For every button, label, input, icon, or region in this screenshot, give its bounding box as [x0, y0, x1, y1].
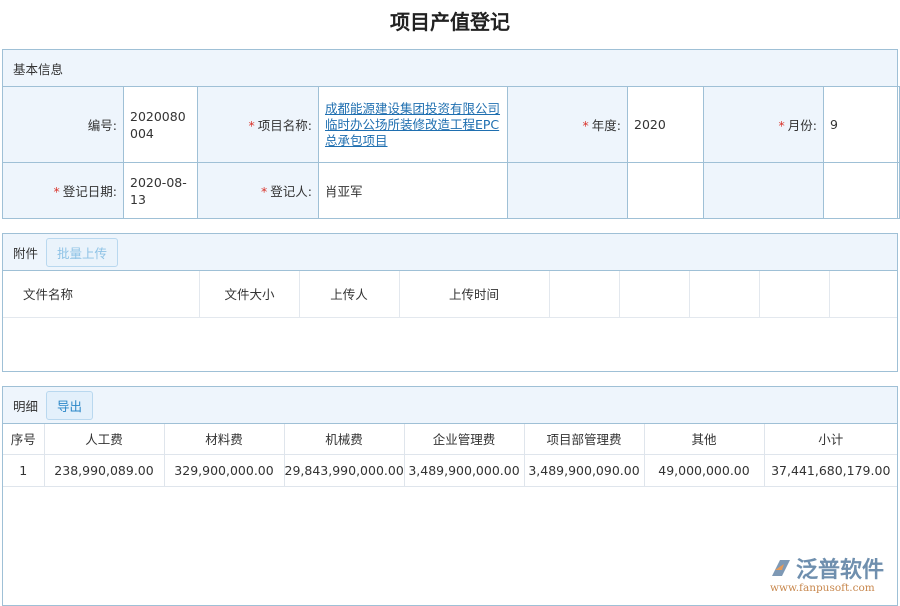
cell-machinery: 29,843,990,000.00	[283, 453, 405, 487]
watermark-logo: 泛普软件 www.fanpusoft.com	[770, 558, 885, 594]
cell-project-mgmt: 3,489,900,090.00	[523, 453, 645, 487]
cell-seq: 1	[3, 453, 45, 487]
detail-header-row: 序号 人工费 材料费 机械费 企业管理费 项目部管理费 其他 小计	[3, 424, 897, 455]
col-subtotal: 小计	[763, 424, 897, 455]
batch-upload-button[interactable]: 批量上传	[46, 237, 119, 267]
logo-icon	[772, 560, 790, 576]
col-project-mgmt: 项目部管理费	[523, 424, 645, 455]
col-file-name: 文件名称	[3, 271, 200, 318]
date-value: 2020-08-13	[123, 162, 198, 219]
cell-material: 329,900,000.00	[163, 453, 285, 487]
col-other: 其他	[643, 424, 765, 455]
project-label: 项目名称:	[257, 118, 312, 133]
col-machinery: 机械费	[283, 424, 405, 455]
col-file-size: 文件大小	[198, 271, 300, 318]
year-label: 年度:	[591, 118, 621, 133]
month-value: 9	[823, 86, 900, 163]
col-material: 材料费	[163, 424, 285, 455]
attachments-header: 附件	[13, 245, 39, 261]
export-button[interactable]: 导出	[46, 390, 94, 420]
code-value: 2020080004	[123, 86, 198, 163]
project-link[interactable]: 成都能源建设集团投资有限公司临时办公场所装修改造工程EPC总承包项目	[325, 100, 501, 148]
col-enterprise-mgmt: 企业管理费	[403, 424, 525, 455]
cell-labor: 238,990,089.00	[43, 453, 165, 487]
detail-header: 明细	[13, 398, 39, 414]
basic-info-section: 基本信息 编号: 2020080004 * 项目名称: 成都能源建设集团投资有限公…	[2, 49, 900, 219]
col-uploader: 上传人	[298, 271, 400, 318]
code-label: 编号:	[2, 86, 124, 163]
person-value: 肖亚军	[318, 162, 508, 219]
page-title: 项目产值登记	[390, 10, 510, 34]
basic-info-header: 基本信息	[3, 50, 897, 87]
col-upload-time: 上传时间	[398, 271, 550, 318]
attachments-section: 附件 批量上传 文件名称 文件大小 上传人 上传时间	[2, 233, 898, 372]
cell-enterprise-mgmt: 3,489,900,000.00	[403, 453, 525, 487]
table-row: 1 238,990,089.00 329,900,000.00 29,843,9…	[3, 453, 897, 487]
col-seq: 序号	[3, 424, 45, 455]
col-labor: 人工费	[43, 424, 165, 455]
cell-subtotal: 37,441,680,179.00	[763, 453, 897, 487]
person-label: 登记人:	[270, 184, 312, 199]
detail-section: 明细 导出 序号 人工费 材料费 机械费 企业管理费 项目部管理费 其他 小计 1…	[2, 386, 898, 606]
cell-other: 49,000,000.00	[643, 453, 765, 487]
date-label: 登记日期:	[62, 184, 117, 199]
month-label: 月份:	[787, 118, 817, 133]
year-value: 2020	[627, 86, 704, 163]
